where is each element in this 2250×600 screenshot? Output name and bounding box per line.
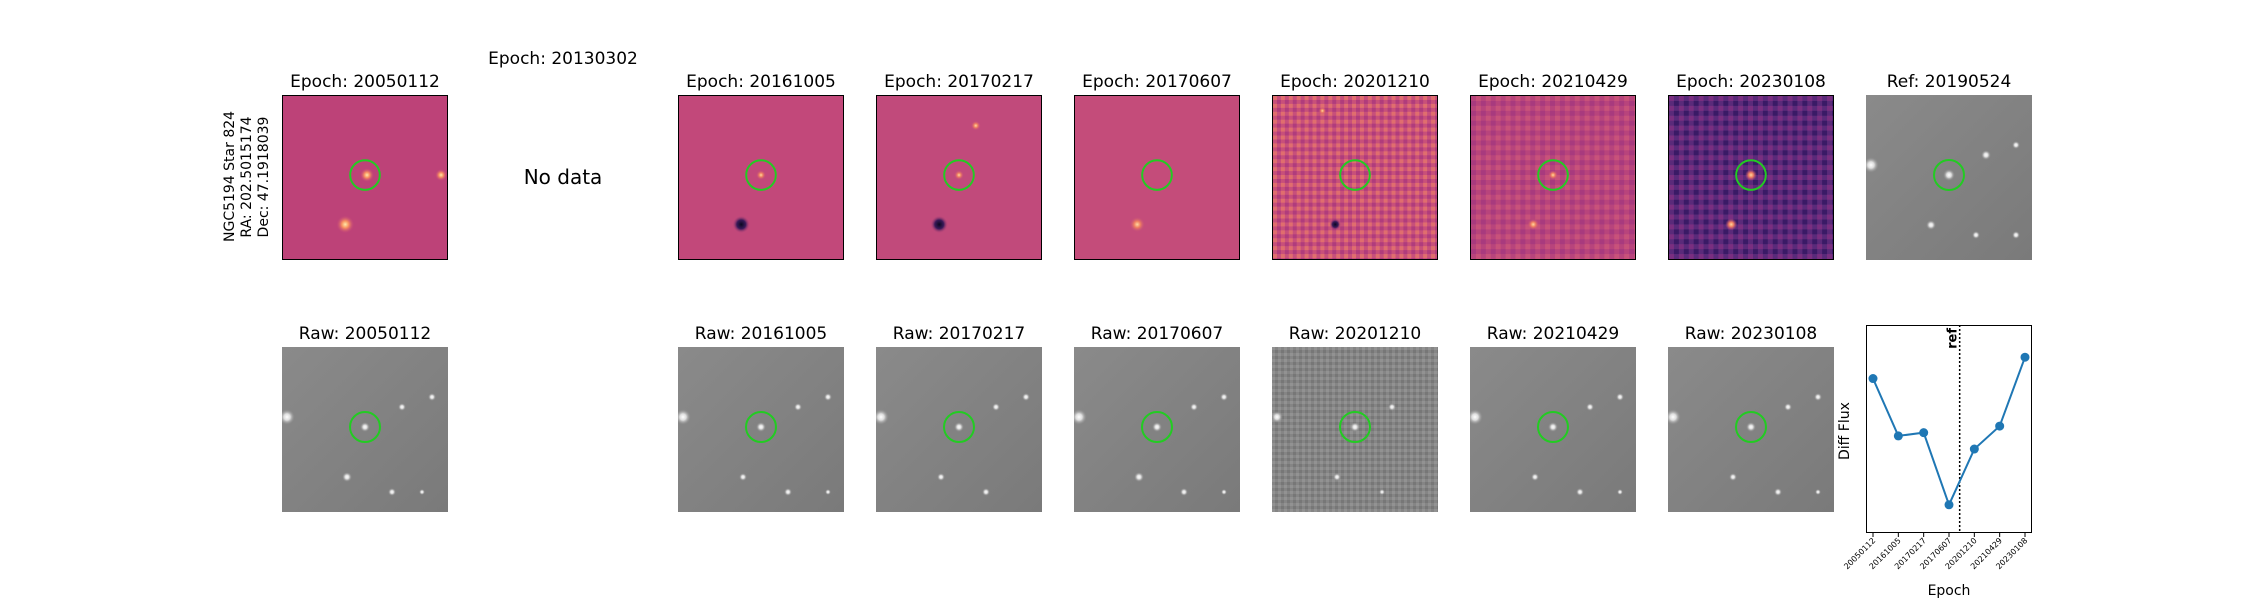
raw-title-2: Raw: 20161005	[694, 324, 828, 344]
target-ra: RA: 202.5015174	[239, 116, 255, 238]
lightcurve-point	[1868, 374, 1878, 384]
diff-image-5	[1074, 95, 1240, 260]
raw-title-4: Raw: 20170607	[1090, 324, 1224, 344]
diff-title-3: Epoch: 20161005	[686, 72, 836, 92]
ref-label: ref	[1946, 328, 1961, 349]
lightcurve-point	[2020, 352, 2030, 362]
lightcurve-point	[1995, 421, 2005, 431]
diff-title-2: Epoch: 20130302	[488, 49, 638, 69]
target-circle	[1537, 159, 1569, 191]
raw-title-1: Raw: 20050112	[298, 324, 432, 344]
raw-title-6: Raw: 20210429	[1486, 324, 1620, 344]
diff-image-1	[282, 95, 448, 260]
raw-title-3: Raw: 20170217	[892, 324, 1026, 344]
diff-title-6: Epoch: 20201210	[1280, 72, 1430, 92]
lightcurve-point	[1969, 444, 1979, 454]
y-axis-label: Diff Flux	[1837, 402, 1853, 460]
diff-image-8	[1668, 95, 1834, 260]
diff-title-4: Epoch: 20170217	[884, 72, 1034, 92]
raw-image-7	[1668, 347, 1834, 512]
target-circle	[745, 159, 777, 191]
raw-title-5: Raw: 20201210	[1288, 324, 1422, 344]
target-circle	[1735, 411, 1767, 443]
target-circle	[1141, 411, 1173, 443]
target-circle	[1339, 411, 1371, 443]
ref-image	[1866, 95, 2032, 260]
diff-title-8: Epoch: 20230108	[1676, 72, 1826, 92]
raw-image-2	[678, 347, 844, 512]
lightcurve-point	[1919, 428, 1929, 438]
raw-image-1	[282, 347, 448, 512]
lightcurve-point	[1893, 431, 1903, 441]
lightcurve-line	[1872, 356, 2026, 508]
target-circle	[1537, 411, 1569, 443]
no-data-text: No data	[523, 165, 603, 189]
target-name: NGC5194 Star 824	[222, 110, 238, 242]
lightcurve-point	[1944, 500, 1954, 510]
diff-image-7	[1470, 95, 1636, 260]
diff-title-5: Epoch: 20170607	[1082, 72, 1232, 92]
target-dec: Dec: 47.1918039	[256, 116, 272, 238]
diff-image-6	[1272, 95, 1438, 260]
raw-image-4	[1074, 347, 1240, 512]
target-circle	[349, 411, 381, 443]
x-axis-label: Epoch	[1927, 583, 1971, 599]
target-circle	[349, 159, 381, 191]
target-circle	[943, 411, 975, 443]
diff-title-1: Epoch: 20050112	[290, 72, 440, 92]
diff-image-3	[678, 95, 844, 260]
ref-title: Ref: 20190524	[1886, 72, 2012, 92]
raw-image-3	[876, 347, 1042, 512]
target-circle	[1339, 159, 1371, 191]
target-circle	[943, 159, 975, 191]
diff-title-7: Epoch: 20210429	[1478, 72, 1628, 92]
target-circle	[745, 411, 777, 443]
raw-image-5	[1272, 347, 1438, 512]
target-circle	[1141, 159, 1173, 191]
target-circle	[1735, 159, 1767, 191]
lightcurve-plot: ref2005011220161005201702172017060720201…	[1842, 325, 2030, 571]
raw-image-6	[1470, 347, 1636, 512]
target-label: NGC5194 Star 824 RA: 202.5015174 Dec: 47…	[222, 110, 273, 242]
diff-image-4	[876, 95, 1042, 260]
target-circle	[1933, 159, 1965, 191]
lightcurve-axes	[1866, 325, 2032, 533]
raw-title-7: Raw: 20230108	[1684, 324, 1818, 344]
